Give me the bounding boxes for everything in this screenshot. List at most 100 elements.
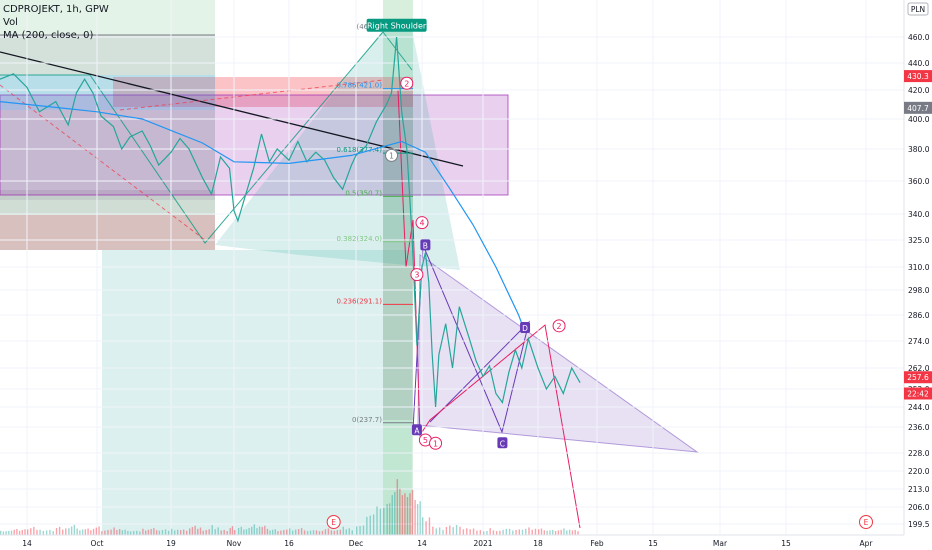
wave-marker-label: 2 [557,322,562,331]
price-badge [904,387,932,400]
volume-bar [18,530,21,535]
x-tick-label: 18 [533,539,543,548]
wave-marker [400,76,414,90]
x-tick-label: Dec [349,539,364,548]
x-tick-label: 19 [166,539,176,548]
volume-bar [76,528,78,535]
volume-bar [202,530,204,535]
volume-bar [362,525,365,535]
volume-bar [214,529,216,535]
volume-bar [116,530,118,535]
volume-bar [291,530,294,535]
pattern-point-box [420,239,431,251]
wave-marker-label: 1 [433,439,438,448]
x-tick-label: 16 [284,539,294,548]
volume-bar [330,530,333,535]
volume-bar [466,528,468,535]
volume-bar [297,529,300,535]
ma-indicator-label[interactable]: MA (200, close, 0) [3,30,94,41]
volume-bar [348,528,350,535]
volume-bar [303,530,306,535]
volume-bar [205,530,207,535]
green-zone-left [0,0,215,250]
x-tick-label: Mar [713,539,728,548]
volume-bar [208,529,210,535]
volume-bar [300,528,303,535]
volume-bar [406,497,409,535]
volume-bar [167,530,170,535]
earnings-marker-label: E [864,518,869,527]
volume-bar [422,517,424,535]
volume-bar [386,503,388,535]
volume-bar [183,529,185,535]
fib-level-label: 0.236(291.1) [336,297,382,305]
price-badge [904,371,932,384]
volume-bar [251,526,253,535]
x-tick-label: Feb [590,539,604,548]
volume-bar [289,528,291,535]
volume-bar [129,531,132,535]
y-tick-label: 298.0 [908,286,930,295]
purple-zone [0,94,509,196]
volume-bar [110,529,112,535]
volume-bar [549,530,551,535]
volume-bar [269,530,271,535]
volume-bar [459,526,461,535]
volume-bar [538,529,540,535]
volume-bar [394,491,396,535]
x-tick-label: 15 [648,539,658,548]
volume-bar [327,528,330,535]
fib-level-label: 0(237.7) [352,416,382,424]
volume-bar [197,528,199,535]
x-tick-label: Apr [860,539,874,548]
volume-bar [136,530,138,535]
pattern-label: Right Shoulder [367,21,427,30]
volume-bar [30,528,32,535]
volume-bar [234,530,236,535]
volume-bar [245,529,248,535]
earnings-marker-label: E [331,518,336,527]
y-tick-label: 400.0 [908,115,930,124]
volume-bar [280,530,282,535]
time-axis-background[interactable] [0,535,932,550]
volume-bar [476,530,478,535]
volume-bar [49,529,51,535]
y-tick-label: 440.0 [908,59,930,68]
volume-bar [435,528,437,535]
volume-bar [174,530,176,535]
y-tick-label: 244.0 [908,403,930,412]
currency-label: PLN [911,5,925,14]
volume-bar [21,530,23,535]
volume-bar [90,530,92,535]
volume-bar [2,531,5,535]
volume-bar [438,527,441,535]
volume-bar [442,529,444,535]
volume-bar [58,526,61,535]
volume-bar [256,528,258,535]
volume-bar [81,529,84,535]
volume-bar [342,526,344,535]
volume-bar [8,530,10,535]
pattern-label-box [366,18,427,32]
volume-bar [132,531,135,535]
pattern-point-label: C [500,439,505,448]
price-axis-background[interactable] [904,0,932,535]
volume-bar [391,495,393,535]
volume-bar [472,528,475,535]
y-tick-label: 274.0 [908,337,930,346]
y-tick-label: 420.0 [908,86,930,95]
volume-bar [318,531,321,535]
volume-bar [73,524,76,535]
price-badge-label: 407.7 [907,104,929,113]
y-tick-label: 206.0 [908,503,930,512]
volume-indicator-label[interactable]: Vol [3,17,18,28]
volume-bar [217,527,219,535]
symbol-title[interactable]: CDPROJEKT, 1h, GPW [3,4,109,15]
currency-badge[interactable]: PLN [907,2,929,16]
volume-bar [432,526,434,535]
volume-bar [24,529,26,535]
volume-bar [5,531,7,535]
volume-bar [399,488,401,535]
x-tick-label: 2021 [473,539,492,548]
